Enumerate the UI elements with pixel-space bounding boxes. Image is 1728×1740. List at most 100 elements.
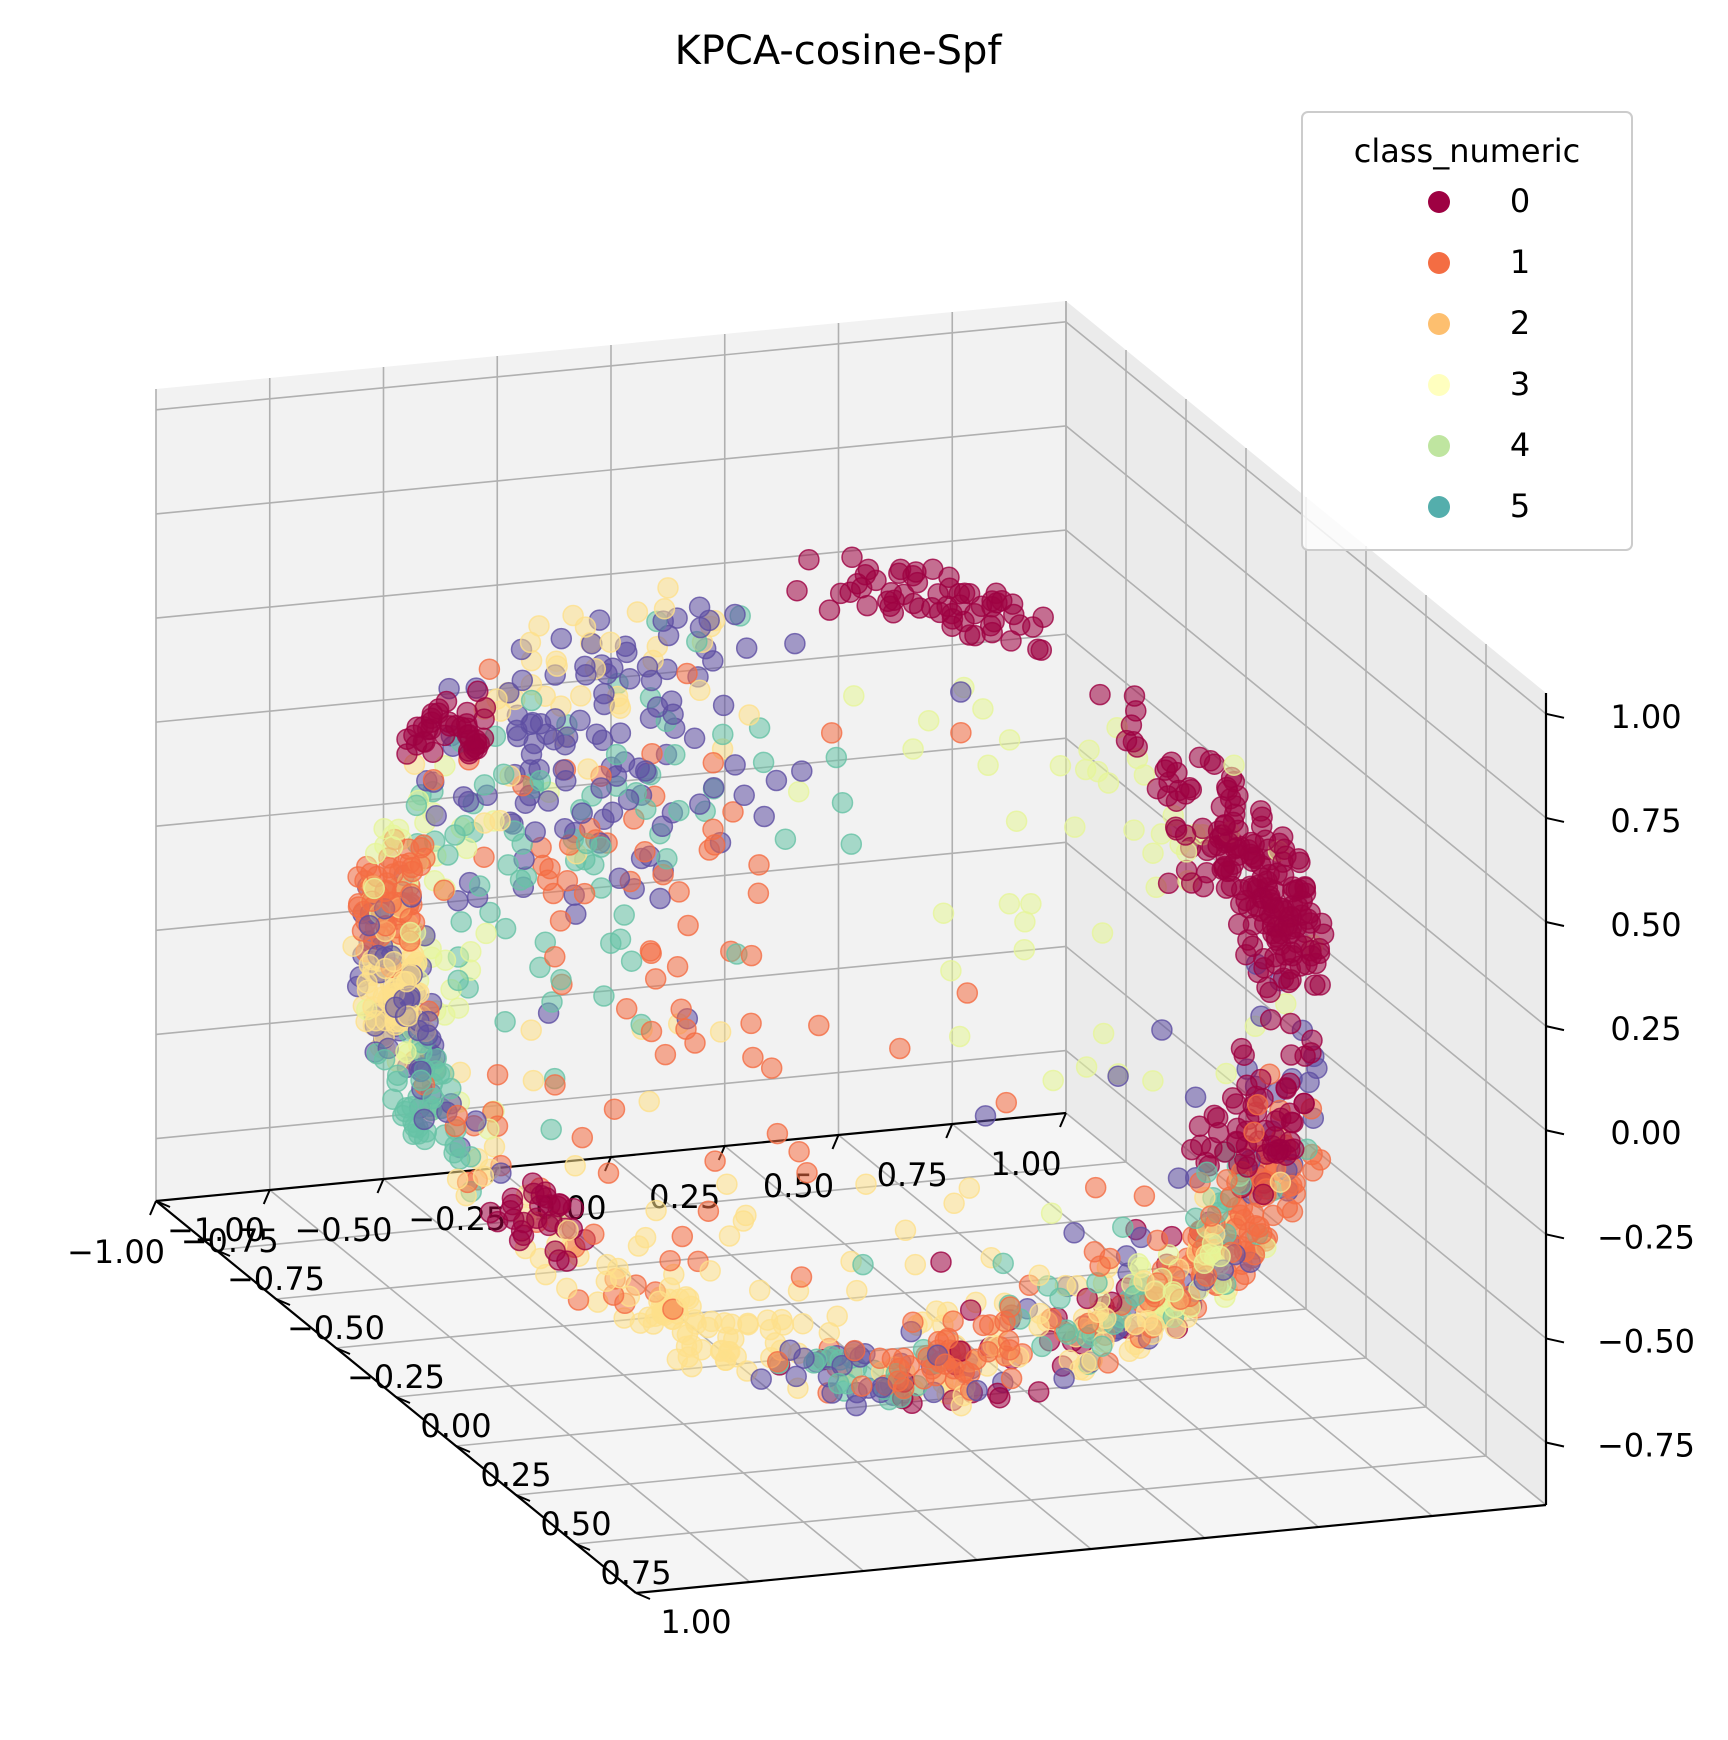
point-class-1 (995, 1091, 1018, 1114)
point-class-0 (1227, 844, 1250, 866)
point-class-1 (1243, 1121, 1265, 1144)
z-tick-label: 0.25 (1610, 1010, 1681, 1048)
legend-label-4: 4 (1510, 426, 1530, 464)
point-class-4 (541, 991, 563, 1013)
point-class-5 (554, 817, 576, 840)
point-class-0 (1203, 1104, 1226, 1127)
point-class-3 (1042, 1069, 1064, 1092)
point-class-1 (422, 768, 445, 791)
point-class-2 (826, 1305, 848, 1327)
point-class-0 (1253, 957, 1275, 979)
point-class-0 (1215, 877, 1238, 899)
point-class-5 (784, 632, 806, 655)
point-class-4 (613, 904, 635, 926)
point-class-1 (1133, 1185, 1156, 1207)
point-class-0 (1251, 806, 1273, 828)
z-tick-label: 0.75 (1610, 802, 1681, 840)
point-class-1 (998, 1339, 1021, 1361)
legend-label-3: 3 (1510, 365, 1530, 403)
point-class-3 (1020, 893, 1042, 915)
point-class-4 (1049, 1287, 1071, 1310)
point-class-2 (645, 1199, 667, 1222)
point-class-0 (1189, 1134, 1212, 1156)
point-class-2 (483, 1136, 506, 1158)
point-class-1 (1246, 1094, 1269, 1116)
point-class-2 (446, 1168, 469, 1190)
point-class-1 (473, 846, 495, 868)
grid-line-z-right (1065, 1049, 1547, 1444)
point-class-2 (599, 631, 622, 653)
point-class-4 (410, 1069, 432, 1092)
point-class-1 (597, 1162, 620, 1184)
point-class-0 (1279, 1012, 1302, 1035)
point-class-1 (702, 752, 725, 774)
point-class-5 (683, 727, 706, 750)
point-class-1 (670, 998, 692, 1020)
point-class-1 (668, 881, 690, 903)
grid-line-z-right (1065, 633, 1547, 1027)
point-class-5 (425, 805, 447, 827)
point-class-2 (855, 1173, 877, 1195)
point-class-0 (865, 569, 887, 592)
point-class-2 (1204, 1223, 1226, 1245)
point-class-2 (748, 1279, 771, 1302)
point-class-1 (675, 1018, 697, 1040)
point-class-5 (490, 1162, 512, 1184)
z-tick-mark (1545, 1129, 1565, 1136)
point-class-4 (373, 1048, 396, 1071)
z-tick-mark (1545, 816, 1565, 823)
point-class-2 (738, 704, 760, 726)
z-tick-mark (1545, 1337, 1565, 1344)
point-class-2 (792, 1312, 814, 1335)
point-class-0 (959, 1299, 982, 1321)
point-class-5 (384, 996, 407, 1019)
point-class-0 (1266, 862, 1288, 885)
point-class-0 (1180, 778, 1203, 801)
point-class-4 (635, 798, 657, 820)
point-class-1 (640, 1020, 663, 1043)
legend-label-0: 0 (1510, 182, 1530, 220)
legend-label-1: 1 (1510, 243, 1530, 281)
y-tick-label: −0.75 (227, 1260, 325, 1298)
y-tick-label: 1.00 (660, 1603, 731, 1641)
scatter-points (342, 546, 1335, 1417)
point-class-5 (765, 769, 788, 792)
point-class-0 (989, 1386, 1011, 1409)
legend-label-5: 5 (1510, 487, 1530, 525)
point-class-5 (735, 637, 758, 659)
point-class-1 (697, 1200, 720, 1222)
point-class-2 (395, 970, 418, 993)
point-class-1 (1276, 1196, 1299, 1219)
point-class-0 (435, 690, 458, 713)
z-tick-label: −0.25 (1597, 1218, 1695, 1256)
point-class-1 (659, 1249, 681, 1272)
point-class-5 (590, 777, 612, 799)
point-class-4 (605, 743, 628, 766)
point-class-2 (683, 1309, 706, 1331)
point-class-5 (791, 760, 813, 782)
point-class-3 (1157, 1244, 1180, 1266)
point-class-2 (709, 1021, 732, 1043)
point-class-5 (1298, 1071, 1320, 1094)
point-class-1 (556, 869, 579, 892)
x-tick-mark (262, 1189, 271, 1205)
point-class-5 (609, 722, 632, 744)
point-class-1 (544, 946, 566, 968)
point-class-2 (1269, 1171, 1292, 1193)
legend-entries: 0 1 2 3 4 5 (1428, 182, 1530, 525)
chart-title: KPCA-cosine-Spf (675, 28, 1003, 74)
z-tick-mark (1545, 1441, 1565, 1448)
point-class-0 (893, 583, 915, 606)
point-class-4 (509, 869, 532, 891)
x-tick-label: 1.00 (990, 1145, 1061, 1183)
point-class-0 (970, 595, 993, 618)
point-class-4 (1112, 1216, 1134, 1238)
point-class-2 (472, 1165, 495, 1187)
point-class-5 (550, 627, 573, 650)
legend-marker-3 (1428, 374, 1450, 396)
point-class-5 (571, 802, 593, 824)
point-class-5 (703, 776, 725, 799)
point-class-0 (1256, 976, 1278, 999)
x-tick-mark (376, 1178, 385, 1194)
